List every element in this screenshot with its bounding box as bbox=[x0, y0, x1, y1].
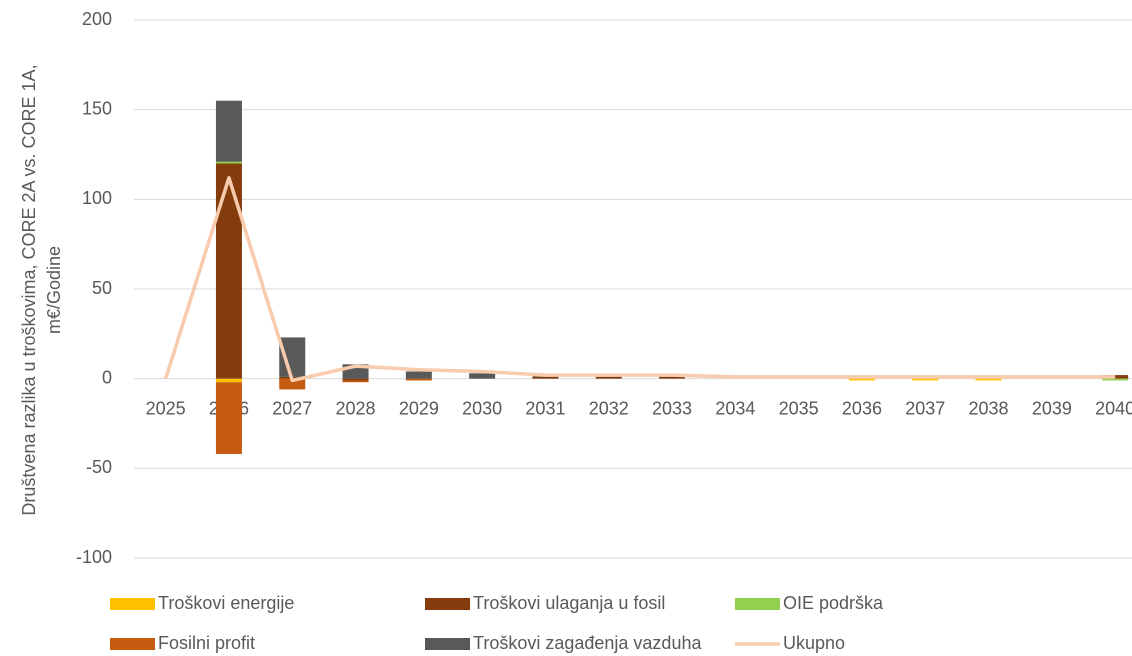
x-tick-label: 2025 bbox=[146, 398, 186, 418]
bar-segment bbox=[912, 378, 939, 381]
x-tick-label: 2029 bbox=[399, 398, 439, 418]
legend-label: Troškovi energije bbox=[158, 593, 294, 613]
bar-segment bbox=[848, 378, 875, 381]
bar-segment bbox=[659, 376, 686, 379]
bar-segment bbox=[279, 378, 306, 390]
total-line bbox=[163, 176, 1116, 383]
x-tick-label: 2028 bbox=[336, 398, 376, 418]
y-tick-label: 100 bbox=[82, 188, 112, 208]
bar-segment bbox=[215, 163, 242, 379]
legend-label: OIE podrška bbox=[783, 593, 884, 613]
x-tick-label: 2032 bbox=[589, 398, 629, 418]
y-tick-label: 150 bbox=[82, 98, 112, 118]
bar-segment bbox=[342, 378, 369, 381]
x-tick-label: 2034 bbox=[715, 398, 755, 418]
x-tick-label: 2037 bbox=[905, 398, 945, 418]
y-tick-label: -100 bbox=[76, 547, 112, 567]
bar-segment bbox=[405, 378, 432, 381]
x-tick-label: 2036 bbox=[842, 398, 882, 418]
bar-segment bbox=[215, 382, 242, 454]
bar-segment bbox=[469, 373, 496, 379]
bar-segment bbox=[532, 376, 559, 379]
y-tick-label: 0 bbox=[102, 367, 112, 387]
legend-label: Troškovi ulaganja u fosil bbox=[473, 593, 665, 613]
legend-label: Troškovi zagađenja vazduha bbox=[473, 633, 702, 653]
x-tick-label: 2033 bbox=[652, 398, 692, 418]
x-tick-label: 2031 bbox=[525, 398, 565, 418]
bar-segment bbox=[1102, 378, 1129, 381]
x-tick-label: 2039 bbox=[1032, 398, 1072, 418]
legend-swatch bbox=[110, 598, 155, 610]
bar-segment bbox=[975, 378, 1002, 381]
legend-label: Ukupno bbox=[783, 633, 845, 653]
bar-segment bbox=[215, 100, 242, 162]
legend-swatch bbox=[110, 638, 155, 650]
legend-swatch bbox=[735, 598, 780, 610]
y-axis-title-line: Društvena razlika u troškovima, CORE 2A … bbox=[19, 64, 39, 515]
x-tick-label: 2027 bbox=[272, 398, 312, 418]
y-tick-label: 50 bbox=[92, 278, 112, 298]
y-tick-label: -50 bbox=[86, 457, 112, 477]
legend-swatch bbox=[425, 638, 470, 650]
y-axis-title-line: m€/Godine bbox=[44, 246, 64, 334]
bar-segment bbox=[215, 378, 242, 383]
y-tick-label: 200 bbox=[82, 9, 112, 29]
bar-segment bbox=[215, 161, 242, 164]
legend-label: Fosilni profit bbox=[158, 633, 255, 653]
bar-segment bbox=[405, 371, 432, 379]
legend-swatch bbox=[425, 598, 470, 610]
bar-segment bbox=[595, 376, 622, 379]
x-tick-label: 2038 bbox=[969, 398, 1009, 418]
x-tick-label: 2030 bbox=[462, 398, 502, 418]
y-axis-title: Društvena razlika u troškovima, CORE 2A … bbox=[19, 64, 64, 515]
bar-segment bbox=[342, 380, 369, 383]
x-tick-label: 2040 bbox=[1095, 398, 1132, 418]
x-tick-label: 2035 bbox=[779, 398, 819, 418]
